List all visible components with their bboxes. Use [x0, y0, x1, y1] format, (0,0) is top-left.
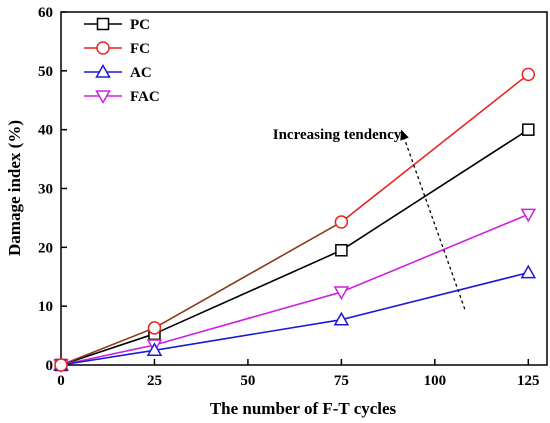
series-lines: [60, 73, 529, 366]
x-axis-label: The number of F-T cycles: [210, 399, 397, 418]
legend-fac-label: FAC: [130, 89, 160, 105]
legend-ac-marker: [95, 63, 111, 78]
series-fc-segment: [60, 327, 155, 366]
series-fc-point: [334, 215, 349, 229]
series-ac-segment: [154, 318, 342, 352]
series-pc-segment: [154, 249, 342, 335]
series-ac-segment: [341, 271, 529, 321]
x-tick-label: 25: [147, 373, 162, 389]
annotation: Increasing tendency: [273, 127, 466, 310]
x-tick-label: 75: [334, 373, 349, 389]
series-markers: [53, 67, 537, 374]
y-tick-label: 40: [38, 123, 53, 139]
series-fc-point: [521, 67, 536, 82]
x-tick-label: 50: [240, 373, 255, 389]
y-axis-label: Damage index (%): [5, 120, 24, 256]
legend-ac-label: AC: [130, 65, 152, 81]
legend: PC FC AC FAC: [84, 17, 160, 105]
series-fc-segment: [340, 73, 529, 223]
series-fac-segment: [60, 344, 155, 366]
legend-fc-marker: [96, 41, 110, 55]
x-tick-label: 0: [57, 373, 65, 389]
legend-pc-label: PC: [130, 17, 150, 33]
y-tick-label: 0: [46, 358, 54, 374]
annotation-arrow-head: [400, 129, 409, 141]
x-tick-label: 125: [517, 373, 540, 389]
series-fc-point: [147, 321, 162, 335]
series-pc-segment: [60, 333, 155, 366]
legend-pc-marker: [96, 17, 110, 31]
series-ac-segment: [60, 349, 155, 366]
legend-fc-label: FC: [130, 41, 150, 57]
y-tick-label: 10: [38, 299, 53, 315]
x-tick-label: 100: [424, 373, 447, 389]
series-ac-point: [333, 311, 350, 326]
series-fac-segment: [154, 291, 342, 346]
y-tick-label: 30: [38, 182, 53, 198]
y-tick-label: 20: [38, 240, 53, 256]
series-fac-segment: [341, 213, 529, 293]
series-ac-point: [520, 264, 537, 279]
series-fc-point: [54, 358, 68, 372]
series-fac-point: [333, 286, 350, 301]
annotation-arrow-shaft: [400, 129, 466, 310]
series-pc-segment: [340, 128, 529, 251]
series-ac-point: [146, 342, 163, 357]
series-fc-segment: [154, 221, 342, 329]
annotation-text: Increasing tendency: [273, 127, 402, 143]
y-tick-label: 60: [38, 5, 53, 21]
axis-ticks: 0 25 50 75 100 125 0 10 20 30 40 50 60: [38, 5, 540, 389]
y-tick-label: 50: [38, 64, 53, 80]
series-pc-point: [522, 123, 535, 136]
series-fac-point: [520, 208, 537, 223]
series-pc-point: [335, 244, 348, 257]
legend-fac-marker: [95, 90, 111, 105]
